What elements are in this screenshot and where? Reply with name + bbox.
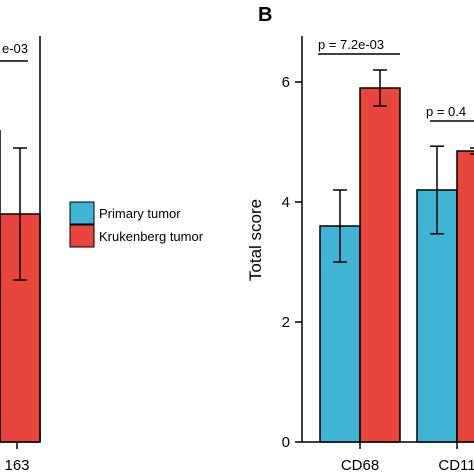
panel-b-annotation-cd68: p = 7.2e-03 bbox=[318, 37, 384, 52]
legend: Primary tumor Krukenberg tumor bbox=[69, 201, 204, 248]
panel-b-annotation-cd11: p = 0.4 bbox=[426, 104, 466, 119]
panel-b-x-tick-label-cd68: CD68 bbox=[341, 457, 379, 474]
panel-b-y-tick-label-2: 2 bbox=[282, 314, 290, 331]
panel-b-bar-krukenberg-cd68 bbox=[359, 87, 401, 443]
panel-a: e-03 163 bbox=[0, 36, 41, 474]
panel-b-y-tick-label-0: 0 bbox=[282, 434, 290, 451]
panel-b-x-tick-label-cd11: CD11 bbox=[438, 457, 474, 474]
panel-b-y-tick-label-4: 4 bbox=[282, 194, 290, 211]
panel-b-letter: B bbox=[258, 4, 272, 26]
panel-a-x-tick-label: 163 bbox=[4, 457, 29, 474]
legend-swatch-primary bbox=[69, 201, 95, 225]
legend-label-primary: Primary tumor bbox=[99, 206, 181, 221]
legend-swatch-krukenberg bbox=[69, 224, 95, 248]
panel-b-y-axis-title: Total score bbox=[246, 199, 265, 281]
panel-b-y-tick-label-6: 6 bbox=[282, 74, 290, 91]
legend-label-krukenberg: Krukenberg tumor bbox=[99, 229, 204, 244]
panel-a-annotation: e-03 bbox=[2, 41, 28, 56]
panel-b-bar-krukenberg-cd11 bbox=[456, 150, 474, 443]
